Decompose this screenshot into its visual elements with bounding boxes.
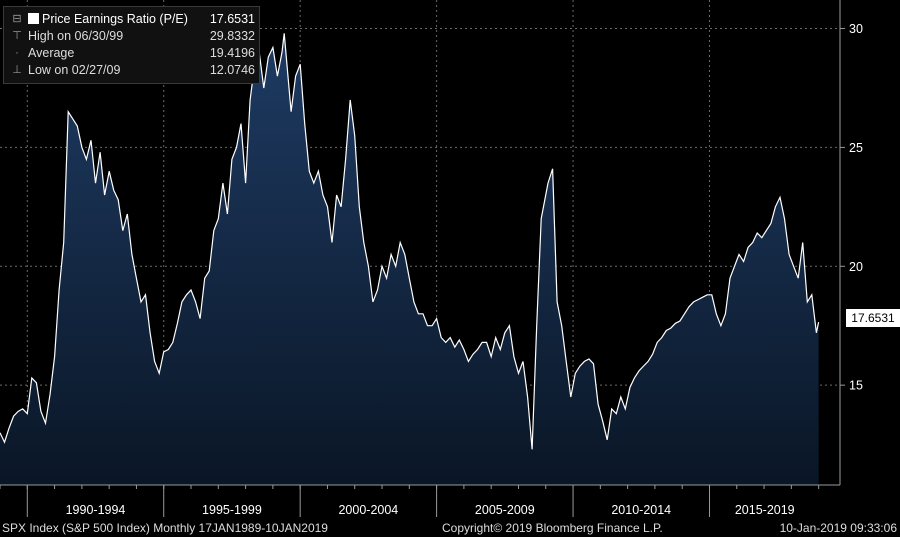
x-axis-ticks: 1990-1994 1995-1999 2000-2004 2005-2009 2010…: [0, 485, 820, 517]
legend-high: ⊤ High on 06/30/99 29.8332: [4, 28, 259, 44]
pe-area-fill: [0, 33, 819, 486]
pe-series-line: [0, 33, 820, 450]
footer: SPX Index (S&P 500 Index) Monthly 17JAN1…: [0, 519, 900, 537]
x-tick-label: 2000-2004: [338, 503, 398, 517]
legend-main: ⊟ Price Earnings Ratio (P/E) 17.6531: [4, 11, 259, 27]
x-tick-label: 2005-2009: [475, 503, 535, 517]
legend-high-label: High on 06/30/99: [28, 29, 124, 43]
low-marker-icon: ⊥: [12, 64, 22, 76]
y-tick-label: 25: [849, 141, 863, 155]
legend-low-label: Low on 02/27/09: [28, 63, 121, 77]
footer-timestamp: 10-Jan-2019 09:33:06: [779, 521, 897, 535]
y-tick-label: 15: [849, 379, 863, 393]
legend-series-name: Price Earnings Ratio (P/E): [42, 12, 188, 26]
legend: ⊟ Price Earnings Ratio (P/E) 17.6531 ⊤ H…: [3, 6, 260, 84]
average-marker-icon: ·: [15, 47, 19, 59]
collapse-icon[interactable]: ⊟: [12, 13, 22, 25]
footer-copyright: Copyright© 2019 Bloomberg Finance L.P.: [442, 521, 663, 535]
y-tick-label: 20: [849, 260, 863, 274]
legend-high-value: 29.8332: [209, 29, 255, 43]
legend-low-value: 12.0746: [209, 63, 255, 77]
legend-current-value: 17.6531: [209, 12, 255, 26]
legend-average-label: Average: [28, 46, 75, 60]
footer-security: SPX Index (S&P 500 Index) Monthly 17JAN1…: [2, 521, 328, 535]
series-swatch: [28, 13, 39, 24]
high-marker-icon: ⊤: [12, 30, 22, 42]
current-value-label: 17.6531: [846, 309, 900, 327]
x-tick-label: 1995-1999: [202, 503, 262, 517]
x-tick-label: 1990-1994: [66, 503, 126, 517]
x-tick-label: 2015-2019: [735, 503, 795, 517]
x-tick-label: 2010-2014: [611, 503, 671, 517]
legend-average-value: 19.4196: [209, 46, 255, 60]
legend-low: ⊥ Low on 02/27/09 12.0746: [4, 62, 259, 78]
y-axis-ticks: 15 20 25 30: [840, 22, 863, 393]
legend-average: · Average 19.4196: [4, 45, 259, 61]
y-tick-label: 30: [849, 22, 863, 36]
